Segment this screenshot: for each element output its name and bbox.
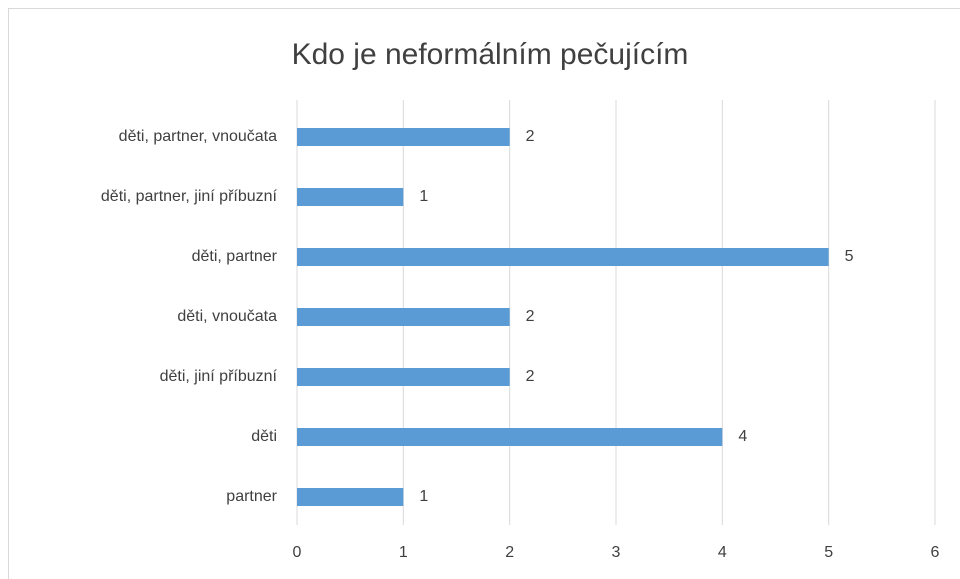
x-tick-label: 6 [931, 544, 940, 561]
data-label: 4 [738, 428, 747, 445]
y-tick-label: děti, partner, jiní příbuzní [101, 188, 278, 205]
y-tick-label: partner [226, 488, 277, 505]
x-tick-label: 3 [612, 544, 621, 561]
bar [297, 428, 723, 446]
data-label: 2 [526, 308, 535, 325]
data-label: 1 [419, 488, 428, 505]
x-tick-label: 1 [399, 544, 408, 561]
data-label: 2 [526, 128, 535, 145]
data-label: 2 [526, 368, 535, 385]
bar [297, 368, 510, 386]
y-tick-label: děti, partner, vnoučata [119, 128, 277, 145]
x-tick-label: 4 [718, 544, 727, 561]
y-tick-label: děti, vnoučata [177, 308, 277, 325]
chart-border [8, 8, 960, 579]
x-tick-label: 5 [824, 544, 833, 561]
data-label: 1 [419, 188, 428, 205]
y-tick-label: děti [251, 428, 277, 445]
y-tick-label: děti, partner [192, 248, 278, 265]
bar [297, 308, 510, 326]
bar [297, 488, 404, 506]
x-tick-label: 0 [293, 544, 302, 561]
bar [297, 188, 404, 206]
x-tick-label: 2 [505, 544, 514, 561]
data-label: 5 [845, 248, 854, 265]
y-tick-label: děti, jiní příbuzní [160, 368, 278, 385]
bar [297, 248, 829, 266]
chart-title: Kdo je neformálním pečujícím [292, 38, 689, 71]
bar [297, 128, 510, 146]
